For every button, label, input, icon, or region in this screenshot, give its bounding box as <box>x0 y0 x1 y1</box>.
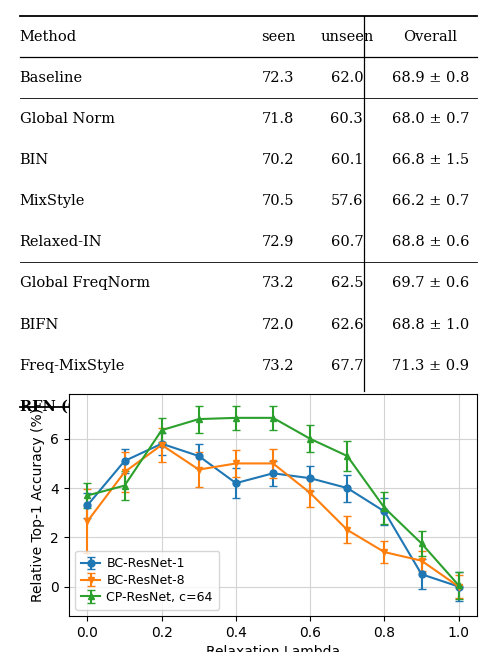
Text: Global FreqNorm: Global FreqNorm <box>20 276 150 290</box>
Text: 73.2: 73.2 <box>262 276 294 290</box>
Text: 70.8: 70.8 <box>329 400 365 413</box>
Text: 67.7: 67.7 <box>331 359 363 372</box>
Text: 68.9 ± 0.8: 68.9 ± 0.8 <box>392 71 469 85</box>
Text: seen: seen <box>261 30 295 44</box>
Text: 62.6: 62.6 <box>331 318 363 331</box>
Text: MixStyle: MixStyle <box>20 194 85 208</box>
Text: Baseline: Baseline <box>20 71 83 85</box>
Text: 72.0: 72.0 <box>262 318 294 331</box>
Text: 60.1: 60.1 <box>331 153 363 167</box>
Y-axis label: Relative Top-1 Accuracy (%): Relative Top-1 Accuracy (%) <box>31 408 45 602</box>
Text: 70.5: 70.5 <box>262 194 294 208</box>
Text: 57.6: 57.6 <box>331 194 363 208</box>
Text: RFN (Ours): RFN (Ours) <box>20 400 114 413</box>
Text: Overall: Overall <box>403 30 458 44</box>
Text: Method: Method <box>20 30 77 44</box>
Text: 71.3 ± 0.9: 71.3 ± 0.9 <box>392 359 469 372</box>
Text: 68.8 ± 1.0: 68.8 ± 1.0 <box>392 318 469 331</box>
Text: Freq-MixStyle: Freq-MixStyle <box>20 359 125 372</box>
Text: 70.2: 70.2 <box>262 153 294 167</box>
Text: 66.8 ± 1.5: 66.8 ± 1.5 <box>392 153 469 167</box>
Text: 60.7: 60.7 <box>331 235 363 249</box>
Text: 62.0: 62.0 <box>331 71 363 85</box>
Text: Relaxed-IN: Relaxed-IN <box>20 235 102 249</box>
Text: 68.0 ± 0.7: 68.0 ± 0.7 <box>392 112 469 126</box>
Text: unseen: unseen <box>320 30 373 44</box>
Text: 68.8 ± 0.6: 68.8 ± 0.6 <box>392 235 469 249</box>
Text: BIFN: BIFN <box>20 318 59 331</box>
Text: 72.9: 72.9 <box>262 235 294 249</box>
Text: 75.4: 75.4 <box>260 400 296 413</box>
Text: 66.2 ± 0.7: 66.2 ± 0.7 <box>392 194 469 208</box>
Legend: BC-ResNet-1, BC-ResNet-8, CP-ResNet, c=64: BC-ResNet-1, BC-ResNet-8, CP-ResNet, c=6… <box>75 551 219 610</box>
Text: Global Norm: Global Norm <box>20 112 115 126</box>
Text: 62.5: 62.5 <box>331 276 363 290</box>
Text: 69.7 ± 0.6: 69.7 ± 0.6 <box>392 276 469 290</box>
X-axis label: Relaxation Lambda: Relaxation Lambda <box>206 645 340 652</box>
Text: 73.9 ± 0.7: 73.9 ± 0.7 <box>389 400 472 413</box>
Text: BIN: BIN <box>20 153 49 167</box>
Text: 60.3: 60.3 <box>331 112 363 126</box>
Text: 73.2: 73.2 <box>262 359 294 372</box>
Text: 72.3: 72.3 <box>262 71 294 85</box>
Text: 71.8: 71.8 <box>262 112 294 126</box>
